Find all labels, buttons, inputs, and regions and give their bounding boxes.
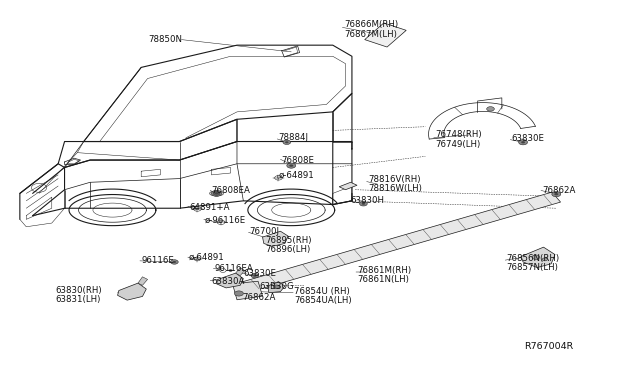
Circle shape (542, 258, 547, 261)
Text: R767004R: R767004R (524, 341, 573, 350)
Text: 63831(LH): 63831(LH) (55, 295, 100, 304)
Text: 76808E: 76808E (282, 155, 315, 164)
Text: ø-96116E: ø-96116E (205, 216, 246, 225)
Circle shape (518, 140, 527, 145)
Text: 78816W(LH): 78816W(LH) (368, 185, 422, 193)
Text: 96116E: 96116E (141, 256, 174, 265)
Text: 76867M(LH): 76867M(LH) (344, 30, 397, 39)
Polygon shape (138, 277, 148, 285)
Circle shape (273, 285, 280, 289)
Circle shape (213, 192, 220, 195)
Text: 96116EA: 96116EA (214, 264, 253, 273)
Circle shape (253, 275, 257, 277)
Text: 76861N(LH): 76861N(LH) (357, 275, 409, 284)
Circle shape (552, 192, 561, 197)
Text: 78816V(RH): 78816V(RH) (368, 175, 420, 184)
Text: 76862A: 76862A (542, 186, 575, 195)
Text: ø-64891: ø-64891 (278, 171, 314, 180)
Text: 76861M(RH): 76861M(RH) (357, 266, 411, 275)
Text: 63830A: 63830A (211, 277, 245, 286)
Polygon shape (268, 282, 285, 293)
Circle shape (251, 273, 259, 278)
Text: 76857N(LH): 76857N(LH) (506, 263, 558, 272)
Circle shape (362, 203, 365, 205)
Circle shape (289, 164, 293, 167)
Circle shape (171, 260, 178, 264)
Circle shape (283, 140, 291, 144)
Polygon shape (118, 283, 147, 300)
Polygon shape (236, 267, 244, 276)
Circle shape (211, 190, 221, 196)
Text: 63830E: 63830E (243, 269, 276, 278)
Polygon shape (216, 273, 243, 288)
Polygon shape (365, 23, 406, 47)
Circle shape (285, 141, 289, 143)
Text: 76748(RH): 76748(RH) (435, 130, 481, 140)
Polygon shape (339, 182, 357, 190)
Circle shape (486, 107, 494, 111)
Text: 63B30G: 63B30G (259, 282, 294, 291)
Circle shape (521, 141, 525, 143)
Text: 78850N: 78850N (148, 35, 182, 44)
Circle shape (287, 163, 296, 168)
Text: 78884J: 78884J (278, 133, 308, 142)
Text: 76856N(RH): 76856N(RH) (506, 254, 559, 263)
Polygon shape (521, 247, 555, 267)
Circle shape (228, 269, 232, 272)
Text: 76700J: 76700J (250, 227, 280, 236)
Ellipse shape (209, 191, 223, 196)
Text: 63830E: 63830E (511, 134, 545, 143)
Circle shape (532, 255, 540, 259)
Circle shape (360, 202, 367, 206)
Polygon shape (232, 281, 262, 300)
Polygon shape (262, 231, 288, 246)
Circle shape (214, 192, 219, 195)
Text: ø-64891: ø-64891 (189, 253, 225, 262)
Text: 76862A: 76862A (242, 294, 275, 302)
Text: 63830H: 63830H (351, 196, 385, 205)
Text: 76854UA(LH): 76854UA(LH) (294, 296, 352, 305)
Text: 76896(LH): 76896(LH) (266, 245, 311, 254)
Polygon shape (243, 192, 561, 292)
Text: 76808EA: 76808EA (211, 186, 250, 195)
Circle shape (554, 193, 558, 195)
Text: 76866M(RH): 76866M(RH) (344, 20, 398, 29)
Text: 76895(RH): 76895(RH) (266, 236, 312, 246)
Circle shape (173, 261, 176, 263)
Circle shape (234, 291, 243, 296)
Text: 64891+A: 64891+A (189, 203, 230, 212)
Text: 76749(LH): 76749(LH) (435, 140, 480, 149)
Text: 63830(RH): 63830(RH) (55, 286, 102, 295)
Text: 76854U (RH): 76854U (RH) (294, 287, 350, 296)
